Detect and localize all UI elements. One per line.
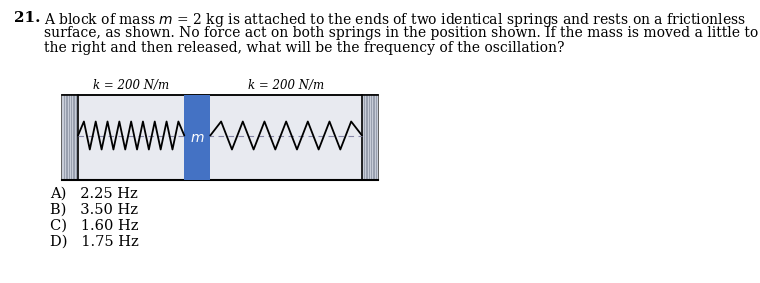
Bar <box>184 95 211 180</box>
Text: 21.: 21. <box>14 11 40 25</box>
Text: k = 200 N/m: k = 200 N/m <box>248 79 325 92</box>
Bar <box>62 95 378 180</box>
Text: B)   3.50 Hz: B) 3.50 Hz <box>50 203 138 217</box>
Text: the right and then released, what will be the frequency of the oscillation?: the right and then released, what will b… <box>44 41 565 55</box>
Text: $m$: $m$ <box>190 130 204 145</box>
Text: D)   1.75 Hz: D) 1.75 Hz <box>50 235 139 249</box>
Text: k = 200 N/m: k = 200 N/m <box>93 79 169 92</box>
Text: A)   2.25 Hz: A) 2.25 Hz <box>50 187 138 201</box>
Text: C)   1.60 Hz: C) 1.60 Hz <box>50 219 138 233</box>
Bar <box>362 95 378 180</box>
Text: surface, as shown. No force act on both springs in the position shown. If the ma: surface, as shown. No force act on both … <box>44 26 758 40</box>
Text: A block of mass $m$ = 2 kg is attached to the ends of two identical springs and : A block of mass $m$ = 2 kg is attached t… <box>44 11 746 29</box>
Bar <box>62 95 78 180</box>
